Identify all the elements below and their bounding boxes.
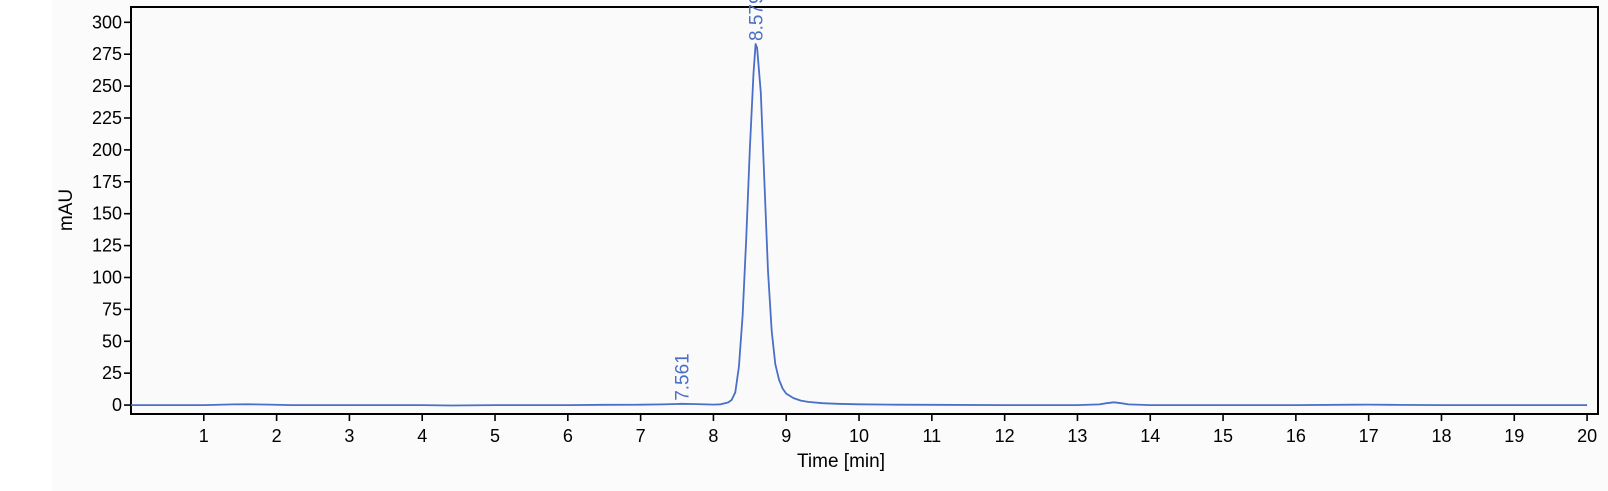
x-tick-label: 19	[1504, 426, 1524, 446]
chromatogram-line	[131, 43, 1588, 407]
x-tick-label: 11	[922, 426, 941, 446]
y-tick-label: 0	[112, 395, 122, 415]
x-tick-label: 8	[708, 426, 718, 446]
x-axis-ticks: 1 2 3 4 5 6 7 8 9 10 11 12 13 14 15 16 17 18 19 20	[199, 414, 1597, 446]
y-tick-label: 75	[102, 299, 122, 319]
y-axis-ticks: 0 25 50 75 100 125 150 175 200 225 250 275 300	[92, 12, 131, 415]
x-tick-label: 14	[1140, 426, 1160, 446]
x-tick-label: 13	[1067, 426, 1087, 446]
chart-series	[131, 43, 1588, 407]
x-tick-label: 17	[1359, 426, 1379, 446]
y-tick-label: 225	[92, 108, 122, 128]
y-tick-label: 300	[92, 12, 122, 32]
y-axis-label: mAU	[56, 189, 77, 231]
x-tick-label: 4	[417, 426, 427, 446]
y-tick-label: 150	[92, 204, 122, 224]
x-tick-label: 3	[344, 426, 354, 446]
x-tick-label: 10	[849, 426, 869, 446]
x-tick-label: 9	[781, 426, 791, 446]
x-tick-label: 15	[1213, 426, 1233, 446]
x-tick-label: 18	[1431, 426, 1451, 446]
peak-annotations: 7.561 8.579	[673, 0, 768, 401]
y-tick-label: 50	[102, 331, 122, 351]
y-tick-label: 250	[92, 76, 122, 96]
y-tick-label: 125	[92, 236, 122, 256]
x-tick-label: 5	[490, 426, 500, 446]
x-tick-label: 7	[636, 426, 646, 446]
y-tick-label: 25	[102, 363, 122, 383]
x-tick-label: 6	[563, 426, 573, 446]
peak-retention-label: 8.579	[747, 0, 768, 41]
x-axis-label: Time [min]	[797, 451, 885, 472]
x-tick-label: 20	[1577, 426, 1597, 446]
plot-area	[130, 6, 1599, 415]
y-tick-label: 200	[92, 140, 122, 160]
peak-retention-label: 7.561	[673, 353, 694, 401]
x-tick-label: 16	[1286, 426, 1306, 446]
x-tick-label: 1	[199, 426, 209, 446]
x-tick-label: 2	[272, 426, 282, 446]
y-tick-label: 275	[92, 44, 122, 64]
y-tick-label: 100	[92, 267, 122, 287]
x-tick-label: 12	[995, 426, 1015, 446]
y-tick-label: 175	[92, 172, 122, 192]
